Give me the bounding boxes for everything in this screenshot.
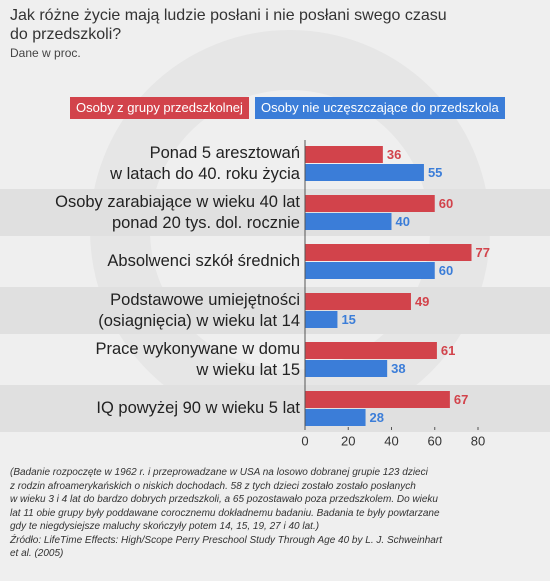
category-label: Absolwenci szkół średnich [107,252,300,270]
bar [305,342,437,359]
bar [305,311,338,328]
value-label: 28 [370,410,384,425]
category-label: Ponad 5 aresztowań w latach do 40. roku … [110,143,300,183]
category-label: Osoby zarabiające w wieku 40 lat ponad 2… [55,192,300,232]
x-tick-label: 60 [428,433,442,448]
value-label: 36 [387,147,401,162]
category-label: Podstawowe umiejętności (osiagnięcia) w … [98,290,300,330]
legend-item: Osoby z grupy przedszkolnej [70,97,249,119]
value-label: 60 [439,196,453,211]
bar [305,391,450,408]
value-label: 49 [415,294,429,309]
bar [305,244,472,261]
value-label: 55 [428,165,442,180]
value-label: 77 [476,245,490,260]
value-label: 61 [441,343,455,358]
bar [305,213,392,230]
footnote: (Badanie rozpoczęte w 1962 r. i przeprow… [10,467,442,559]
x-tick-label: 0 [301,433,308,448]
bar [305,146,383,163]
bar [305,195,435,212]
value-label: 67 [454,392,468,407]
bar [305,262,435,279]
chart-title: Jak różne życie mają ludzie posłani i ni… [10,7,447,43]
bar [305,164,424,181]
bar [305,293,411,310]
category-label: IQ powyżej 90 w wieku 5 lat [96,399,300,417]
value-label: 15 [341,312,355,327]
bar [305,409,366,426]
x-tick-label: 40 [384,433,398,448]
chart-subtitle: Dane w proc. [10,46,81,60]
row-band [0,189,550,236]
value-label: 60 [439,263,453,278]
value-label: 38 [391,361,405,376]
row-band [0,287,550,334]
legend-item: Osoby nie uczęszczające do przedszkola [255,97,505,119]
bar [305,360,388,377]
row-band [0,385,550,432]
value-label: 40 [396,214,410,229]
x-tick-label: 20 [341,433,355,448]
category-label: Prace wykonywane w domu w wieku lat 15 [95,339,300,379]
x-tick-label: 80 [471,433,485,448]
